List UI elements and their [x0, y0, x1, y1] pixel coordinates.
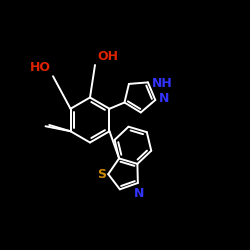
Text: NH: NH: [152, 77, 172, 90]
Text: S: S: [97, 168, 106, 181]
Text: HO: HO: [30, 61, 50, 74]
Text: N: N: [159, 92, 170, 104]
Text: N: N: [134, 187, 144, 200]
Text: OH: OH: [98, 50, 118, 62]
